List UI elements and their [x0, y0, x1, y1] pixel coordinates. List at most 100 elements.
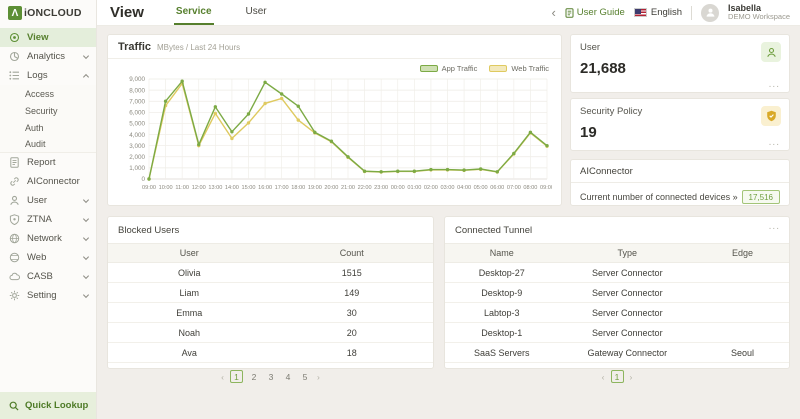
page-next-button[interactable]: › — [629, 371, 633, 382]
table-row: Noah 20 — [108, 322, 433, 343]
page-button-5[interactable]: 5 — [302, 371, 308, 382]
connected-tunnel-table: Name Type Edge Desktop-27 Server Connector D… — [445, 243, 789, 363]
user-card-menu[interactable]: ... — [768, 79, 780, 90]
sidebar-item-security[interactable]: Security — [0, 102, 96, 119]
sidebar: Λ iONCLOUD View Analytics Logs Access Securi… — [0, 0, 97, 419]
sidebar-item-access[interactable]: Access — [0, 85, 96, 102]
sidebar-item-auth[interactable]: Auth — [0, 119, 96, 136]
table-cell — [696, 262, 789, 283]
analytics-icon — [9, 51, 20, 62]
table-cell: Server Connector — [558, 262, 697, 283]
table-cell: 20 — [270, 322, 433, 343]
logo-text: iONCLOUD — [24, 7, 82, 19]
svg-text:13:00: 13:00 — [208, 185, 222, 191]
avatar[interactable] — [701, 3, 720, 22]
brand-logo[interactable]: Λ iONCLOUD — [0, 0, 96, 26]
sidebar-item-audit[interactable]: Audit — [0, 136, 96, 153]
view-tabs: Service User — [173, 0, 269, 25]
tab-service[interactable]: Service — [173, 0, 214, 25]
page-prev-button[interactable]: ‹ — [601, 371, 605, 382]
user-card-title: User — [580, 42, 601, 53]
column-header-edge: Edge — [696, 243, 789, 263]
legend-label: App Traffic — [441, 64, 478, 73]
svg-text:09:00: 09:00 — [540, 185, 552, 191]
logo-mark-icon: Λ — [8, 6, 22, 20]
table-cell: Gateway Connector — [558, 342, 697, 363]
blocked-users-table: User Count Olivia 1515 Liam 149 Emma 30 Noah 20 A… — [108, 243, 433, 363]
legend-item: App Traffic — [419, 64, 478, 73]
svg-text:3,000: 3,000 — [129, 143, 145, 150]
table-cell: 149 — [270, 282, 433, 303]
connected-devices-link[interactable]: Current number of connected devices » — [580, 192, 738, 202]
svg-text:8,000: 8,000 — [129, 87, 145, 94]
quick-lookup-button[interactable]: Quick Lookup — [0, 392, 96, 419]
svg-text:16:00: 16:00 — [258, 185, 272, 191]
legend-swatch — [419, 65, 438, 72]
collapse-icon[interactable]: ‹ — [551, 5, 556, 20]
page-prev-button[interactable]: ‹ — [221, 371, 224, 382]
svg-text:03:00: 03:00 — [441, 185, 455, 191]
page-button-1[interactable]: 1 — [610, 370, 624, 383]
sidebar-item-analytics[interactable]: Analytics — [0, 47, 96, 66]
table-cell — [696, 282, 789, 303]
blocked-users-card: Blocked Users User Count Olivia 1515 Liam 14… — [107, 216, 434, 383]
traffic-chart: 0 1,000 2,000 3,000 4,000 5,000 6,000 7,000 8,00… — [129, 76, 552, 191]
table-row: Desktop-9 Server Connector — [445, 282, 789, 303]
page-button-1[interactable]: 1 — [230, 370, 243, 383]
connected-tunnel-title: Connected Tunnel — [455, 225, 533, 236]
chevron-down-icon — [82, 273, 90, 281]
us-flag-icon — [633, 8, 647, 17]
sidebar-item-casb[interactable]: CASB — [0, 267, 96, 286]
table-cell: Emma — [108, 302, 271, 323]
aiconnector-icon — [9, 176, 20, 187]
user-guide-label: User Guide — [576, 7, 625, 18]
user-stat-card: User 21,688 ... — [570, 34, 790, 93]
sidebar-item-network[interactable]: Network — [0, 229, 96, 248]
svg-text:08:00: 08:00 — [523, 185, 537, 191]
page-button-3[interactable]: 3 — [268, 371, 274, 382]
sidebar-item-view[interactable]: View — [0, 28, 96, 47]
tunnel-card-menu[interactable]: ... — [768, 221, 780, 232]
table-cell: 1515 — [270, 262, 433, 283]
legend-swatch — [489, 65, 508, 72]
security-card-menu[interactable]: ... — [768, 137, 780, 148]
sidebar-item-setting[interactable]: Setting — [0, 286, 96, 305]
tab-user[interactable]: User — [245, 6, 267, 17]
sidebar-item-aiconnector[interactable]: AIConnector — [0, 172, 96, 191]
person-icon — [706, 8, 714, 17]
sidebar-item-report[interactable]: Report — [0, 153, 96, 172]
table-row: Ava 18 — [108, 342, 433, 363]
setting-icon — [9, 290, 20, 301]
table-cell — [696, 302, 789, 323]
page-button-2[interactable]: 2 — [251, 371, 257, 382]
table-row: Olivia 1515 — [108, 262, 433, 283]
main-content: Traffic MBytes / Last 24 Hours App Traff… — [97, 26, 800, 419]
svg-text:14:00: 14:00 — [225, 185, 239, 191]
guide-doc-icon — [565, 7, 574, 18]
language-selector[interactable]: English — [633, 7, 682, 18]
svg-text:23:00: 23:00 — [374, 185, 388, 191]
chart-legend: App Traffic Web Traffic — [108, 59, 561, 73]
table-cell — [696, 322, 789, 343]
svg-text:00:00: 00:00 — [391, 185, 405, 191]
sidebar-item-user[interactable]: User — [0, 191, 96, 210]
table-cell: Labtop-3 — [445, 302, 559, 323]
sidebar-item-logs[interactable]: Logs — [0, 66, 96, 85]
svg-text:12:00: 12:00 — [192, 185, 206, 191]
page-next-button[interactable]: › — [317, 371, 320, 382]
sidebar-item-label: Audit — [25, 139, 46, 149]
table-cell: Noah — [108, 322, 271, 343]
svg-text:02:00: 02:00 — [424, 185, 438, 191]
sidebar-item-web[interactable]: Web — [0, 248, 96, 267]
user-icon — [9, 195, 20, 206]
svg-text:09:00: 09:00 — [142, 185, 156, 191]
sidebar-item-label: Web — [27, 252, 47, 263]
page-button-4[interactable]: 4 — [285, 371, 291, 382]
svg-text:1,000: 1,000 — [129, 165, 145, 172]
account-info[interactable]: Isabella DEMO Workspace — [728, 3, 790, 22]
svg-text:5,000: 5,000 — [129, 121, 145, 128]
sidebar-item-ztna[interactable]: ZTNA — [0, 210, 96, 229]
user-guide-link[interactable]: User Guide — [565, 7, 625, 18]
shield-check-icon — [761, 106, 781, 126]
